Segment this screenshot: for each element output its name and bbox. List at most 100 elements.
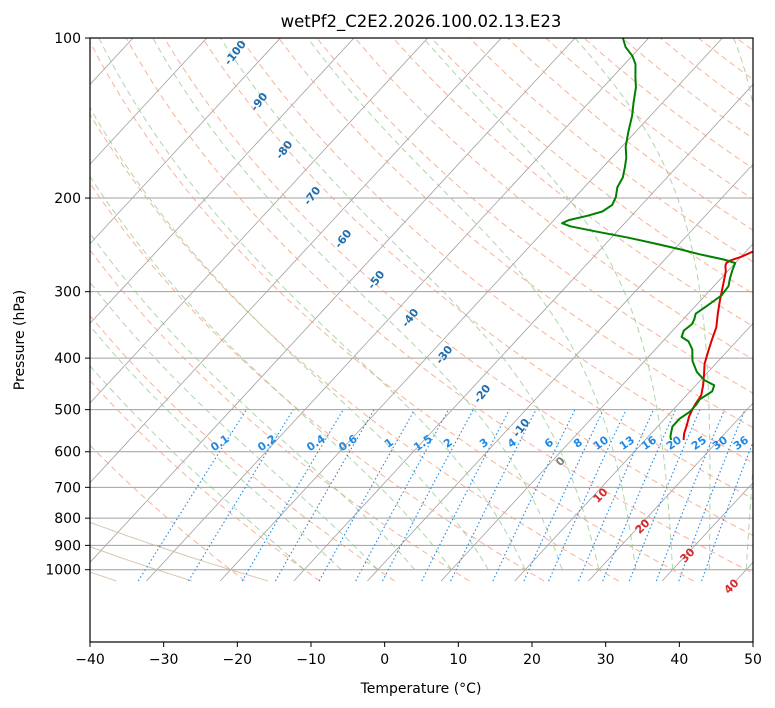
isotherm-line xyxy=(90,38,207,165)
x-tick-label: 0 xyxy=(380,652,389,668)
mixing-ratio-line xyxy=(578,409,655,582)
isotherm-line xyxy=(146,38,649,582)
y-tick-label: 700 xyxy=(54,480,81,496)
temperature-profile-line xyxy=(682,250,753,440)
mixing-ratio-label: 0.4 xyxy=(304,432,328,454)
dry-adiabat-line xyxy=(736,38,753,51)
mixing-ratio-label: 0.1 xyxy=(208,432,231,454)
moist-adiabat-line xyxy=(733,38,753,570)
dry-adiabat-line xyxy=(507,38,753,231)
background-lines xyxy=(0,38,753,582)
x-tick-label: −10 xyxy=(296,652,326,668)
mixing-ratio-label: 1.5 xyxy=(411,432,434,454)
mixing-ratio-label: 8 xyxy=(571,436,585,451)
plot-frame xyxy=(89,37,754,643)
dry-adiabat-label: -90 xyxy=(248,90,271,114)
mixing-ratio-line xyxy=(137,409,247,582)
dry-adiabat-line xyxy=(163,38,753,537)
moist-adiabat-label: 20 xyxy=(633,516,653,536)
dry-adiabat-line xyxy=(392,38,753,327)
mixing-ratio-label: 30 xyxy=(710,433,730,453)
mixing-ratio-label: 6 xyxy=(542,435,556,450)
moist-adiabat-label: 10 xyxy=(591,485,611,505)
dry-adiabat-line xyxy=(90,40,694,582)
isotherm-line xyxy=(219,38,723,582)
mixing-ratio-line xyxy=(492,409,576,582)
dry-adiabat-line xyxy=(125,38,753,574)
moist-adiabat-line xyxy=(90,325,342,571)
moist-adiabat-line xyxy=(152,38,563,570)
dry-adiabat-line xyxy=(90,444,246,582)
moist-adiabat-line xyxy=(90,281,379,571)
mixing-ratio-line xyxy=(274,409,375,582)
mixing-ratio-line xyxy=(548,409,627,582)
mixing-ratio-label: 2 xyxy=(441,436,455,451)
y-tick-label: 800 xyxy=(54,511,81,527)
mixing-ratio-label: 10 xyxy=(591,433,611,453)
mixing-ratio-line xyxy=(241,409,344,582)
x-tick-label: 20 xyxy=(523,652,541,668)
y-tick-label: 100 xyxy=(54,31,81,47)
moist-adiabat-line xyxy=(90,232,416,571)
isotherm-line xyxy=(735,561,753,582)
dry-adiabat-label: -50 xyxy=(365,268,388,292)
y-tick-label: 1000 xyxy=(45,563,81,579)
profile-lines xyxy=(561,38,753,441)
dry-adiabat-line xyxy=(583,38,753,170)
moist-adiabat-line xyxy=(90,365,305,571)
y-tick-label: 900 xyxy=(54,538,81,554)
dry-adiabat-line xyxy=(545,38,753,200)
x-tick-label: 50 xyxy=(744,652,762,668)
isotherm-line xyxy=(0,38,59,581)
mixing-ratio-line xyxy=(701,440,753,582)
moist-adiabat-label: 40 xyxy=(722,576,742,596)
dry-adiabat-label: -70 xyxy=(301,184,324,208)
dry-adiabat-line xyxy=(621,38,753,140)
mixing-ratio-label: 0.6 xyxy=(336,432,360,454)
y-axis-title: Pressure (hPa) xyxy=(12,290,28,390)
isotherm-line xyxy=(661,482,753,582)
dewpoint-profile-line xyxy=(561,38,737,441)
moist-adiabat-line xyxy=(307,38,637,570)
dry-adiabat-line xyxy=(240,38,753,464)
isotherm-line xyxy=(90,38,428,404)
moist-adiabat-line xyxy=(219,38,600,570)
dry-adiabat-label: -40 xyxy=(399,306,422,330)
isotherm-line xyxy=(90,38,502,484)
isotherm-line xyxy=(514,322,753,582)
y-tick-label: 500 xyxy=(54,403,81,419)
curved-reference-line xyxy=(90,546,193,582)
mixing-ratio-label: 16 xyxy=(639,433,659,453)
chart-title: wetPf2_C2E2.2026.100.02.13.E23 xyxy=(281,12,562,32)
mixing-ratio-line xyxy=(523,409,604,582)
dry-adiabat-label: -10 xyxy=(510,416,533,440)
mixing-ratio-label: 0.2 xyxy=(255,432,278,454)
moist-adiabat-line xyxy=(90,106,489,570)
dry-adiabat-line xyxy=(90,113,620,582)
x-tick-label: −20 xyxy=(223,652,253,668)
x-tick-label: −30 xyxy=(149,652,179,668)
moist-adiabat-line xyxy=(422,38,673,570)
x-tick-label: 10 xyxy=(449,652,467,668)
x-tick-label: −40 xyxy=(75,652,105,668)
isotherm-line xyxy=(367,163,753,582)
moist-adiabat-line xyxy=(98,38,526,570)
mixing-ratio-line xyxy=(421,409,510,582)
isotherm-line xyxy=(440,243,753,582)
isotherm-line xyxy=(588,402,753,582)
isotherm-line xyxy=(90,38,576,563)
mixing-ratio-label: 1 xyxy=(382,436,396,451)
y-tick-label: 400 xyxy=(54,351,81,367)
isotherm-line xyxy=(90,38,281,245)
moist-adiabat-line xyxy=(574,38,711,570)
x-tick-label: 40 xyxy=(670,652,688,668)
curved-reference-line xyxy=(90,521,269,582)
moist-adiabat-label: 30 xyxy=(678,545,698,565)
dry-adiabat-line xyxy=(316,38,753,394)
dry-adiabat-line xyxy=(201,38,753,500)
y-tick-label: 200 xyxy=(54,191,81,207)
dry-adiabat-line xyxy=(90,182,545,582)
moist-adiabat-line xyxy=(90,175,452,570)
isotherm-line xyxy=(90,38,355,325)
